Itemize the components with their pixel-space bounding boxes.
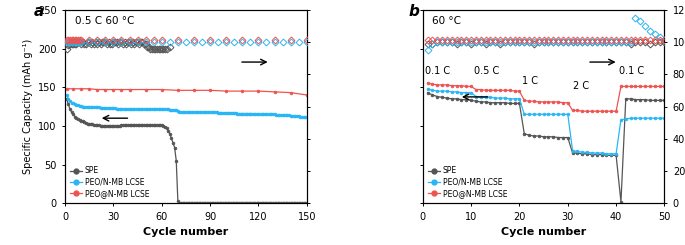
Text: 1 C: 1 C — [522, 76, 538, 86]
Text: 0.5 C: 0.5 C — [473, 66, 499, 76]
Text: b: b — [408, 4, 419, 19]
Text: 60 °C: 60 °C — [432, 16, 462, 26]
Text: 2 C: 2 C — [573, 81, 588, 91]
Text: 0.1 C: 0.1 C — [619, 66, 644, 76]
Text: a: a — [34, 4, 44, 19]
Text: 0.5 C 60 °C: 0.5 C 60 °C — [75, 16, 134, 26]
X-axis label: Cycle number: Cycle number — [143, 227, 229, 237]
Text: 0.1 C: 0.1 C — [425, 66, 450, 76]
X-axis label: Cycle number: Cycle number — [501, 227, 586, 237]
Legend: SPE, PEO/N-MB LCSE, PEO@N-MB LCSE: SPE, PEO/N-MB LCSE, PEO@N-MB LCSE — [427, 165, 509, 199]
Y-axis label: Specific Capacity (mAh g⁻¹): Specific Capacity (mAh g⁻¹) — [23, 39, 33, 174]
Legend: SPE, PEO/N-MB LCSE, PEO@N-MB LCSE: SPE, PEO/N-MB LCSE, PEO@N-MB LCSE — [69, 165, 151, 199]
